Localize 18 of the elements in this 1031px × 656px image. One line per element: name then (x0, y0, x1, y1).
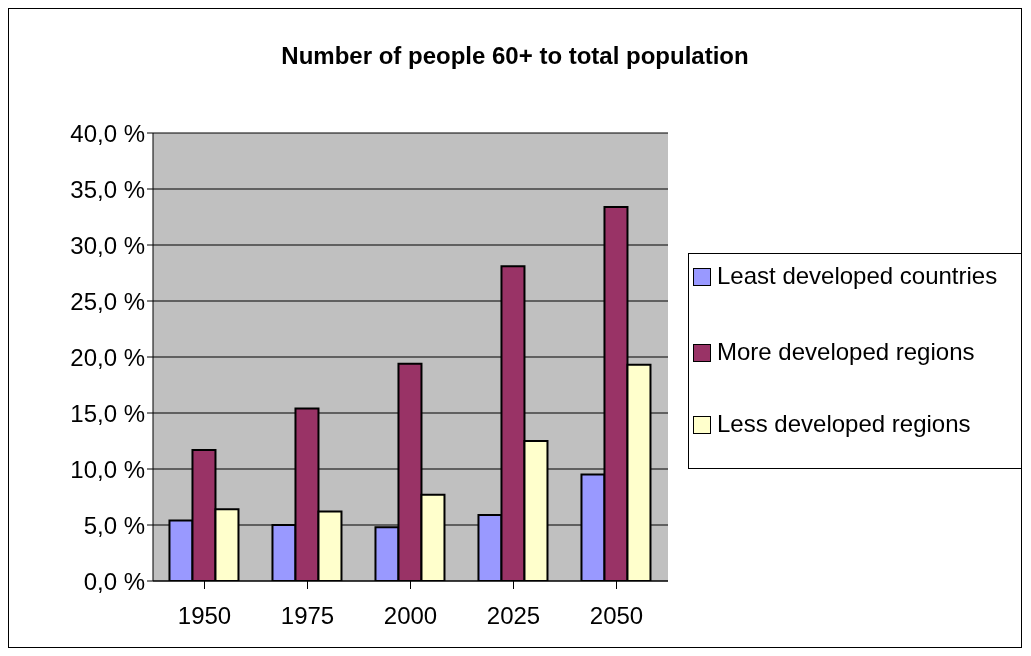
y-tick-label: 0,0 % (83, 567, 145, 595)
y-tick-label: 5,0 % (83, 511, 145, 539)
x-tick-label: 2000 (383, 602, 438, 630)
y-tick-label: 40,0 % (70, 119, 145, 147)
y-tick-label: 30,0 % (70, 231, 145, 259)
y-tick-label: 20,0 % (70, 343, 145, 371)
legend-label: More developed regions (717, 338, 976, 366)
y-tick-label: 15,0 % (70, 399, 145, 427)
y-tick-label: 25,0 % (70, 287, 145, 315)
y-tick-label: 35,0 % (70, 175, 145, 203)
y-tick-label: 10,0 % (70, 455, 145, 483)
x-tick-label: 2025 (486, 602, 541, 630)
chart-title: Number of people 60+ to total population (280, 42, 750, 70)
x-tick-label: 1950 (177, 602, 232, 630)
legend-label: Less developed regions (717, 410, 972, 438)
x-tick-label: 2050 (589, 602, 644, 630)
x-tick-label: 1975 (280, 602, 335, 630)
legend-label: Least developed countries (717, 262, 999, 290)
